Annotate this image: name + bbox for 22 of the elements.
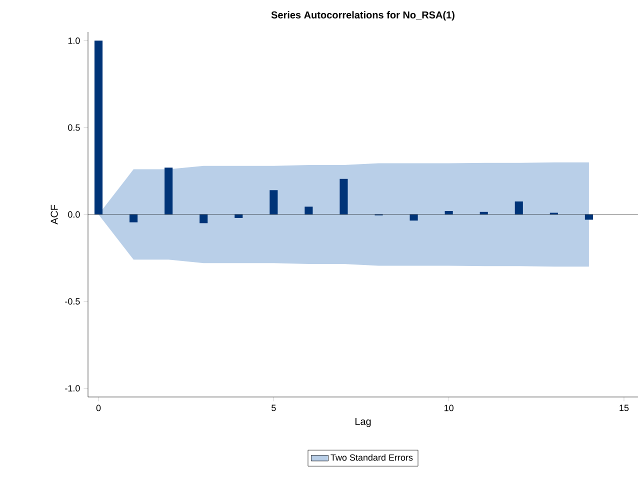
y-axis-title: ACF bbox=[50, 204, 58, 224]
bar bbox=[270, 190, 278, 214]
bar bbox=[410, 214, 418, 221]
x-tick-label: 15 bbox=[620, 404, 629, 412]
bar bbox=[164, 168, 173, 214]
bar bbox=[304, 206, 313, 214]
bar bbox=[340, 178, 348, 214]
legend-label: Two Standard Errors bbox=[330, 454, 413, 461]
bar bbox=[94, 40, 103, 214]
y-tick-label: 0.5 bbox=[68, 124, 80, 131]
y-tick-label: -0.5 bbox=[65, 298, 80, 305]
y-tick-label: 0.0 bbox=[68, 211, 80, 218]
y-tick-label: 1.0 bbox=[68, 37, 80, 44]
x-tick-label: 10 bbox=[444, 404, 454, 412]
x-axis-title: Lag bbox=[355, 418, 371, 427]
chart-title: Series Autocorrelations for No_RSA(1) bbox=[271, 11, 454, 20]
bar bbox=[514, 201, 523, 214]
x-tick-label: 5 bbox=[272, 404, 276, 412]
y-tick-label: -1.0 bbox=[65, 385, 80, 392]
x-tick-label: 0 bbox=[96, 404, 101, 412]
bar bbox=[130, 214, 138, 222]
bar bbox=[200, 214, 208, 224]
